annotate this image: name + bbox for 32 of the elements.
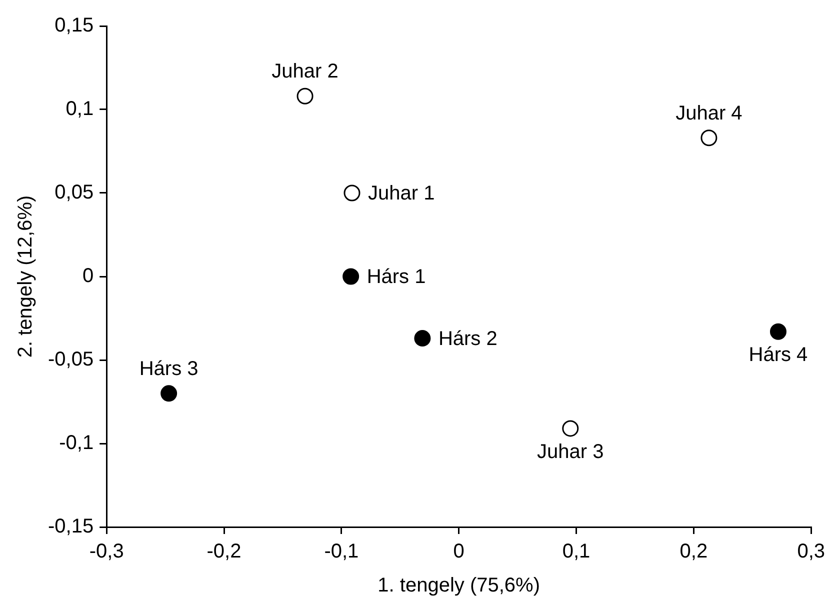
y-tick-label: 0,1 bbox=[66, 98, 94, 120]
annotation: Juhar 1 bbox=[368, 182, 435, 205]
point bbox=[700, 130, 718, 146]
annotation: Juhar 2 bbox=[272, 60, 338, 83]
x-tick-label: 0 bbox=[453, 540, 464, 563]
point bbox=[344, 184, 360, 202]
x-tick-label: 0,3 bbox=[797, 540, 826, 563]
annotation: Juhar 4 bbox=[676, 102, 742, 124]
point bbox=[770, 323, 786, 340]
y-tick-label: -0,05 bbox=[48, 348, 94, 371]
point bbox=[414, 330, 431, 347]
point bbox=[342, 268, 360, 285]
y-tick-label: 0,05 bbox=[54, 182, 94, 204]
x-tick-label: -0,2 bbox=[206, 540, 242, 563]
x-tick-label: 0,1 bbox=[562, 540, 590, 563]
x-axis-title: 1. tengely (75,6%) bbox=[378, 574, 540, 597]
annotation: Hárs 4 bbox=[748, 344, 808, 366]
annotation: Hárs 2 bbox=[438, 328, 498, 350]
x-tick-label: -0,3 bbox=[89, 540, 124, 563]
point bbox=[296, 88, 314, 104]
annotation: Hárs 1 bbox=[366, 266, 426, 288]
point bbox=[562, 420, 579, 437]
y-axis-title: 2. tengely (12,6%) bbox=[14, 195, 37, 358]
y-tick-label: 0,15 bbox=[54, 14, 94, 37]
x-tick-label: -0,1 bbox=[324, 540, 359, 563]
y-tick-label: 0 bbox=[82, 265, 94, 288]
point bbox=[160, 385, 178, 402]
y-tick-label: -0,15 bbox=[48, 516, 94, 538]
y-tick-label: -0,1 bbox=[59, 432, 94, 454]
x-tick-label: 0,2 bbox=[680, 540, 708, 563]
annotation: Juhar 3 bbox=[537, 440, 604, 463]
annotation: Hárs 3 bbox=[139, 358, 198, 380]
